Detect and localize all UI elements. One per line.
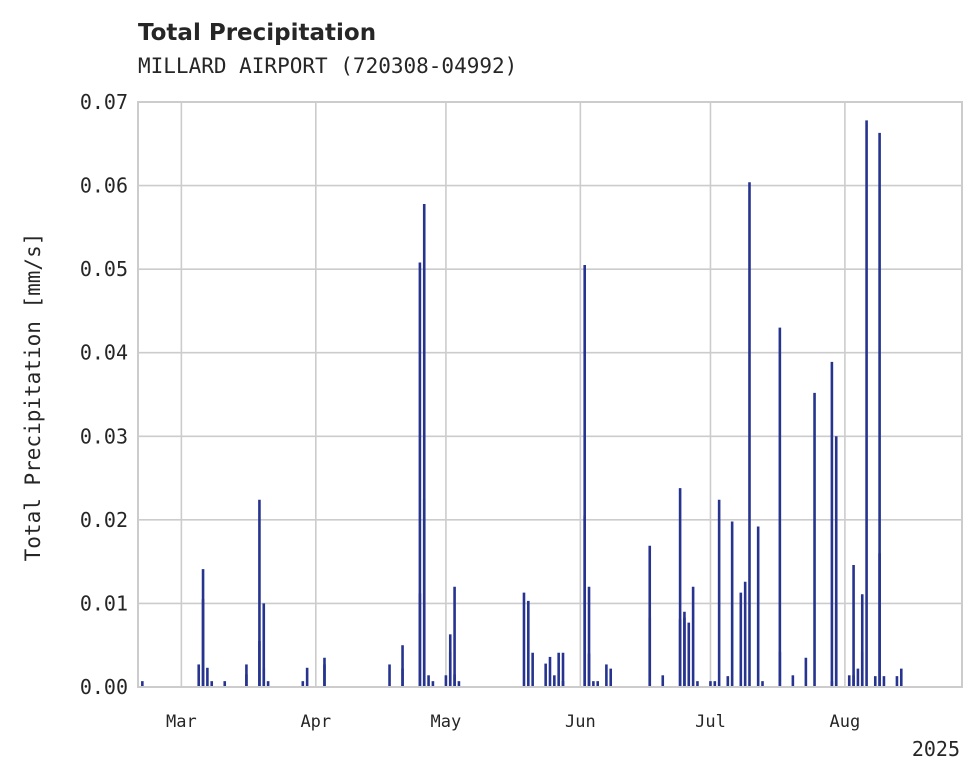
y-tick-label: 0.07 <box>80 90 128 114</box>
y-tick-label: 0.02 <box>80 508 128 532</box>
y-tick-label: 0.00 <box>80 675 128 699</box>
y-tick-label: 0.06 <box>80 174 128 198</box>
plot-frame <box>137 101 963 688</box>
y-tick-label: 0.05 <box>80 257 128 281</box>
x-tick-label: Jun <box>565 712 596 732</box>
x-tick-label: Mar <box>166 712 197 732</box>
x-tick-labels: Mar Apr May Jun Jul Aug <box>166 712 860 732</box>
x-tick-label: Apr <box>300 712 331 732</box>
x-tick-label: May <box>431 712 462 732</box>
y-tick-labels: 0.00 0.01 0.02 0.03 0.04 0.05 0.06 0.07 <box>80 90 128 699</box>
chart-title: Total Precipitation <box>138 20 376 46</box>
year-label: 2025 <box>912 737 960 761</box>
y-tick-label: 0.04 <box>80 341 128 365</box>
y-tick-label: 0.01 <box>80 591 128 615</box>
precipitation-bars <box>141 120 903 687</box>
grid-lines <box>138 101 962 688</box>
x-tick-label: Aug <box>830 712 861 732</box>
chart-subtitle: MILLARD AIRPORT (720308-04992) <box>138 54 517 78</box>
y-tick-label: 0.03 <box>80 424 128 448</box>
x-tick-label: Jul <box>695 712 726 732</box>
y-axis-label: Total Precipitation [mm/s] <box>21 233 45 562</box>
